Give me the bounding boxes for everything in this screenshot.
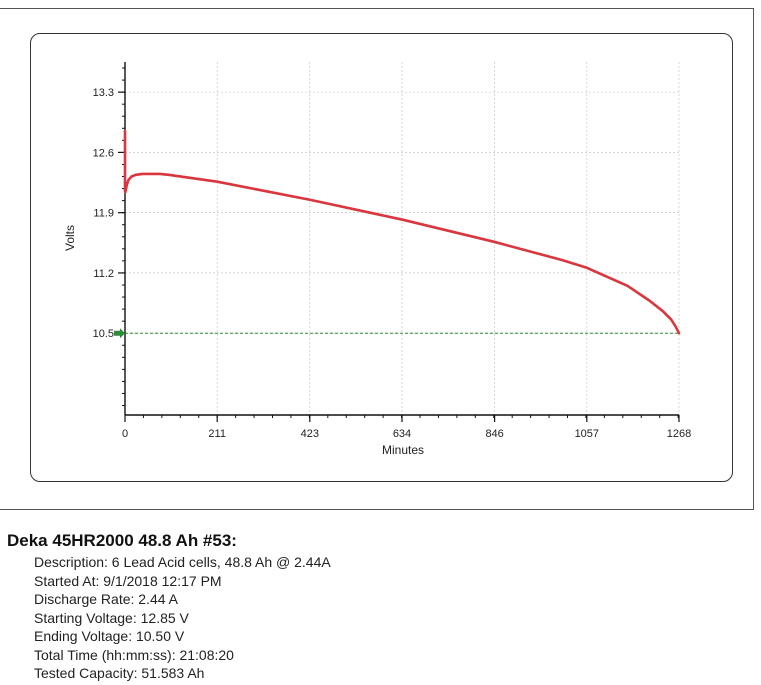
cutoff-arrow-icon — [114, 328, 125, 339]
x-tick-label-1: 211 — [208, 428, 226, 440]
series-line-0 — [123, 129, 681, 335]
y-tick-label-0: 13.3 — [93, 87, 114, 99]
y-tick-label-2: 11.9 — [93, 208, 114, 220]
x-tick-label-2: 423 — [301, 428, 319, 440]
report-total-time: Total Time (hh:mm:ss): 21:08:20 — [34, 646, 234, 663]
chart-frame — [30, 33, 733, 482]
report-description: Description: 6 Lead Acid cells, 48.8 Ah … — [34, 554, 331, 570]
report-starting-voltage: Starting Voltage: 12.85 V — [34, 609, 189, 626]
y-axis-label: Volts — [63, 225, 77, 251]
report-tested-capacity: Tested Capacity: 51.583 Ah — [34, 665, 205, 681]
y-tick-label-1: 12.6 — [93, 147, 114, 159]
report-ending-voltage: Ending Voltage: 10.50 V — [34, 628, 185, 644]
discharge-chart: 13.3 12.6 11.9 11.2 10.5 0 211 423 634 846 1057 126… — [63, 62, 691, 457]
x-tick-label-4: 846 — [485, 428, 503, 440]
page-frame — [0, 8, 754, 510]
x-tick-label-5: 1057 — [575, 428, 599, 440]
y-tick-label-3: 11.2 — [93, 268, 114, 280]
x-tick-label-3: 634 — [393, 428, 411, 440]
y-tick-label-4: 10.5 — [93, 328, 114, 340]
report-title: Deka 45HR2000 48.8 Ah #53: — [7, 531, 237, 550]
report-discharge-rate: Discharge Rate: 2.44 A — [34, 591, 178, 607]
x-tick-label-0: 0 — [122, 428, 128, 440]
report-started-at: Started At: 9/1/2018 12:17 PM — [34, 572, 222, 589]
report-info: Deka 45HR2000 48.8 Ah #53: Description: … — [7, 531, 331, 683]
x-axis-label: Minutes — [382, 443, 424, 457]
x-tick-label-6: 1268 — [667, 428, 691, 440]
